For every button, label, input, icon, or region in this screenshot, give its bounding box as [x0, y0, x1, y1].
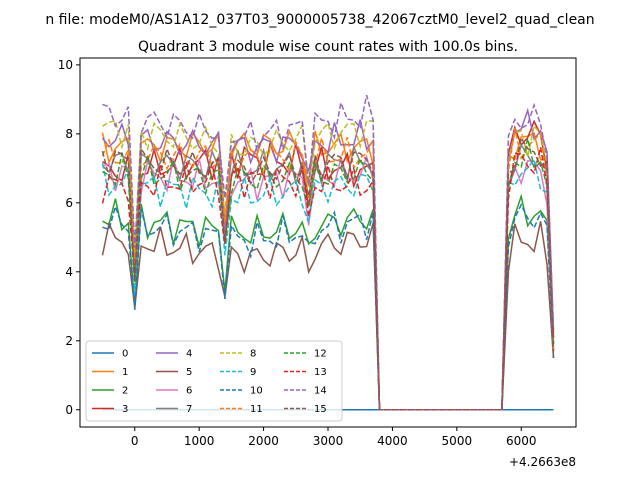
x-axis-offset-label: +4.2663e8	[509, 455, 576, 469]
legend-label: 5	[186, 367, 192, 378]
y-tick-label: 8	[65, 127, 73, 141]
legend-label: 2	[122, 386, 128, 397]
legend-label: 4	[186, 349, 192, 360]
legend-label: 13	[314, 367, 327, 378]
series-line-14	[102, 94, 555, 411]
y-tick-label: 4	[65, 265, 73, 279]
legend-label: 15	[314, 404, 327, 415]
x-tick-label: 1000	[184, 434, 215, 448]
x-tick-label: 4000	[377, 434, 408, 448]
legend-label: 10	[250, 386, 263, 397]
legend-label: 9	[250, 367, 256, 378]
chart-title: Quadrant 3 module wise count rates with …	[138, 39, 518, 55]
legend-label: 3	[122, 404, 128, 415]
x-axis-ticks: 0 1000 2000 3000 4000 5000 6000	[131, 427, 537, 448]
legend-label: 11	[250, 404, 263, 415]
legend-label: 12	[314, 349, 327, 360]
x-tick-label: 0	[131, 434, 139, 448]
x-tick-label: 5000	[442, 434, 473, 448]
x-tick-label: 3000	[313, 434, 344, 448]
series-line-15	[101, 135, 555, 411]
y-tick-label: 10	[58, 58, 73, 72]
x-tick-label: 2000	[248, 434, 279, 448]
legend-label: 7	[186, 404, 192, 415]
figure-suptitle: n file: modeM0/AS1A12_037T03_9000005738_…	[45, 12, 594, 28]
legend-label: 0	[122, 349, 128, 360]
y-tick-label: 6	[65, 196, 73, 210]
legend-box	[85, 340, 343, 422]
legend-label: 1	[122, 367, 128, 378]
legend-label: 8	[250, 349, 256, 360]
y-tick-label: 0	[65, 403, 73, 417]
legend-label: 6	[186, 386, 192, 397]
plot-lines	[101, 94, 555, 411]
y-tick-label: 2	[65, 334, 73, 348]
x-tick-label: 6000	[506, 434, 537, 448]
y-axis-ticks: 0 2 4 6 8 10	[58, 58, 80, 417]
legend-label: 14	[314, 386, 327, 397]
